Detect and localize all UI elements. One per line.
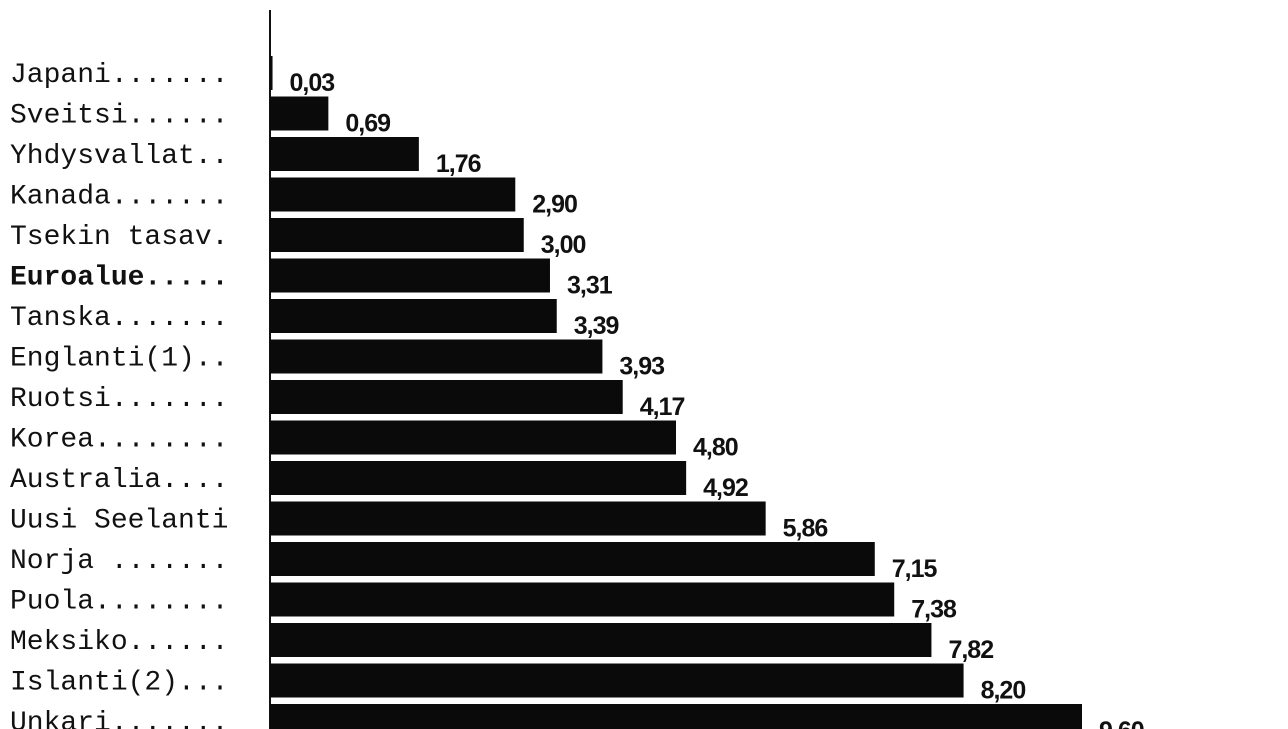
category-label: Uusi Seelanti [10,506,228,537]
bar [270,380,623,414]
data-label: 7,38 [911,596,957,624]
bar [270,582,895,617]
data-label: 0,69 [345,110,390,138]
category-label: Tanska....... [10,303,228,334]
category-label: Japani....... [10,60,228,91]
bar [270,299,557,333]
category-label: Euroalue..... [10,263,228,294]
category-label: Tsekin tasav. [10,222,228,253]
bar [270,461,687,495]
data-label: 3,39 [574,312,619,340]
data-label: 9,60 [1099,717,1144,729]
category-label: Australia.... [10,465,228,496]
bar [270,501,766,536]
bars [270,56,1082,729]
bar [270,137,419,171]
bar [270,218,524,252]
data-label: 2,90 [532,191,577,219]
data-label: 8,20 [981,677,1026,705]
data-label: 4,92 [703,474,748,502]
category-label: Islanti(2)... [10,668,228,699]
data-label: 7,82 [948,636,993,664]
bar [270,623,932,657]
data-label: 3,93 [619,353,664,381]
bar [270,420,676,455]
category-label: Sveitsi...... [10,101,228,132]
bar [270,339,603,374]
category-label: Meksiko...... [10,627,228,658]
bar [270,704,1082,729]
category-label: Kanada....... [10,182,228,213]
data-label: 4,80 [693,434,738,462]
bar [270,258,550,293]
bar [270,663,964,698]
category-label: Englanti(1).. [10,344,228,375]
bar [270,56,273,90]
category-label: Puola........ [10,587,228,618]
bar [270,96,329,131]
category-label: Unkari....... [10,708,228,729]
data-label: 3,31 [567,272,613,300]
category-label: Norja ....... [10,546,228,577]
category-label: Ruotsi....... [10,384,228,415]
data-label: 3,00 [541,231,586,259]
category-label: Yhdysvallat.. [10,141,228,172]
data-label: 0,03 [290,69,335,97]
category-labels: Japani....... Sveitsi...... Yhdysvallat.. K… [10,60,228,729]
category-label: Korea........ [10,425,228,456]
data-label: 1,76 [436,150,481,178]
data-label: 4,17 [640,393,685,421]
data-label: 7,15 [892,555,938,583]
data-label: 5,86 [783,515,828,543]
value-labels: 0,03 0,69 1,76 2,90 3,00 3,31 3,393,93 4,17 4,80… [290,69,1145,729]
bar [270,542,875,576]
bar [270,177,516,212]
